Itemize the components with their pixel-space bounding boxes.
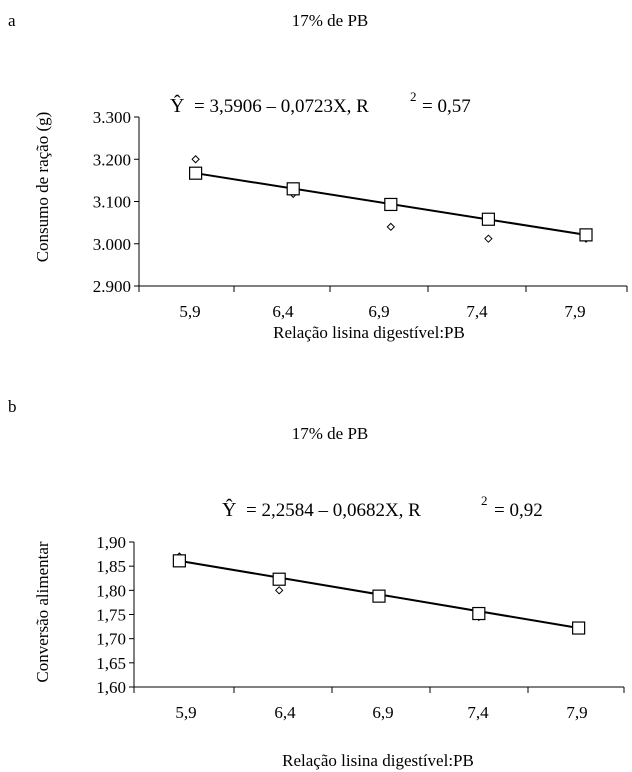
panel-b-ylabel: Conversão alimentar xyxy=(33,541,52,682)
panel-a-y-tick-label: 3.300 xyxy=(93,108,131,127)
panel-b-y-tick-label: 1,80 xyxy=(96,581,126,600)
panel-b-equation-tail: = 0,92 xyxy=(494,500,543,521)
panel-b: b 17% de PB Ŷ = 2,2584 – 0,0682X, R 2 = … xyxy=(8,397,625,770)
panel-b-x-tick-label: 7,4 xyxy=(467,703,489,722)
panel-a-x-tick-label: 6,9 xyxy=(368,302,389,321)
panel-a-equation-yhat: Ŷ xyxy=(170,94,184,117)
panel-a-fitted-point xyxy=(189,166,203,180)
panel-a-y-tick-label: 3.200 xyxy=(93,150,131,169)
panel-b-xlabel: Relação lisina digestível:PB xyxy=(282,751,474,770)
panel-b-equation-rhs: = 2,2584 – 0,0682X, R xyxy=(246,500,421,521)
panel-b-title: 17% de PB xyxy=(292,424,369,443)
panel-b-y-tick-label: 1,85 xyxy=(96,557,126,576)
panel-b-letter: b xyxy=(8,397,17,416)
panel-b-x-tick-label: 6,4 xyxy=(274,703,296,722)
panel-b-y-tick-label: 1,60 xyxy=(96,678,126,697)
panel-a-fitted-point xyxy=(286,182,300,196)
panel-b-fitted-point xyxy=(272,572,286,586)
panel-a-observed-point xyxy=(484,234,493,243)
panel-a-fitted-point xyxy=(481,212,496,226)
panel-a-equation: Ŷ = 3,5906 – 0,0723X, R 2 = 0,57 xyxy=(170,89,471,117)
panel-a-equation-tail: = 0,57 xyxy=(422,96,471,117)
panel-a-equation-rhs: = 3,5906 – 0,0723X, R xyxy=(194,96,369,117)
panel-a-fitted-point xyxy=(384,197,398,212)
panel-b-x-tick-label: 5,9 xyxy=(175,703,196,722)
panel-b-plot: 1,60 1,65 1,70 1,75 1,80 1,85 1,90 5,9 6,4 6,9 7,4… xyxy=(96,533,625,722)
panel-b-fitted-point xyxy=(372,589,386,603)
panel-a-observed-point xyxy=(191,155,200,164)
panel-b-fitted-point xyxy=(472,606,486,621)
panel-a-title: 17% de PB xyxy=(292,11,369,30)
panel-b-x-tick-label: 6,9 xyxy=(372,703,393,722)
panel-a-xlabel: Relação lisina digestível:PB xyxy=(273,323,465,342)
panel-b-fitted-point xyxy=(572,621,586,635)
panel-a-x-tick-label: 5,9 xyxy=(179,302,200,321)
panel-b-fitted-point xyxy=(172,554,186,568)
panel-a-x-tick-label: 7,9 xyxy=(564,302,585,321)
panel-b-x-tick-label: 7,9 xyxy=(566,703,587,722)
panel-b-equation-yhat: Ŷ xyxy=(222,498,236,521)
panel-a-ylabel: Consumo de ração (g) xyxy=(33,112,52,263)
panel-a-plot: 2.900 3.000 3.100 3.200 3.300 5,9 6,4 6,9 7,4 7,9 xyxy=(93,108,628,321)
panel-a-x-tick-label: 6,4 xyxy=(272,302,294,321)
panel-a-y-tick-label: 2.900 xyxy=(93,277,131,296)
panel-a-y-tick-label: 3.100 xyxy=(93,193,131,212)
panel-b-observed-point xyxy=(274,586,284,595)
panel-a-y-tick-label: 3.000 xyxy=(93,235,131,254)
panel-b-equation-sup: 2 xyxy=(481,493,488,508)
panel-b-y-tick-label: 1,70 xyxy=(96,630,126,649)
panel-b-y-tick-label: 1,90 xyxy=(96,533,126,552)
panel-a: a 17% de PB Ŷ = 3,5906 – 0,0723X, R 2 = … xyxy=(8,11,628,342)
panel-a-x-tick-label: 7,4 xyxy=(466,302,488,321)
panel-a-letter: a xyxy=(8,11,16,30)
panel-a-observed-point xyxy=(386,222,396,232)
panel-b-y-tick-label: 1,65 xyxy=(96,654,126,673)
panel-b-y-tick-label: 1,75 xyxy=(96,606,126,625)
panel-a-equation-sup: 2 xyxy=(410,89,417,104)
panel-a-fitted-point xyxy=(579,228,593,242)
panel-b-equation: Ŷ = 2,2584 – 0,0682X, R 2 = 0,92 xyxy=(222,493,543,521)
